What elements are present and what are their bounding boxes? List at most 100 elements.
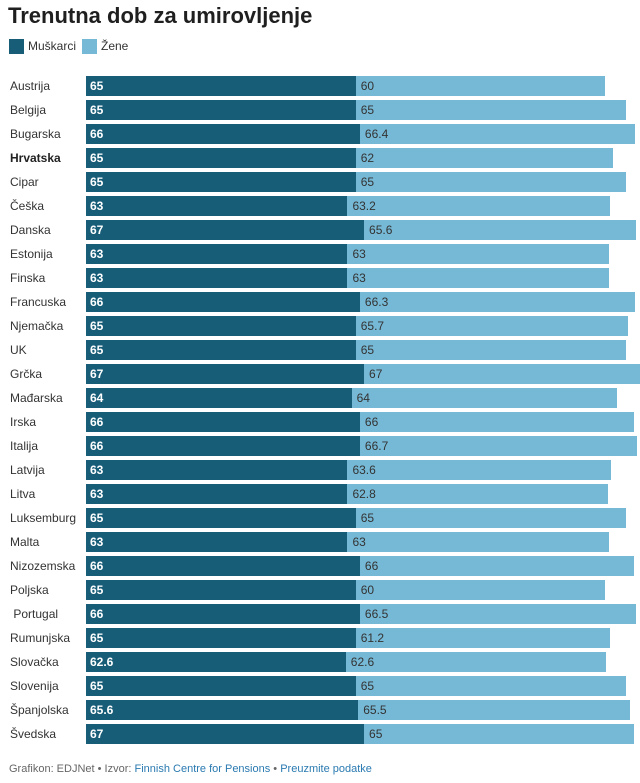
value-label-women: 65.5 — [363, 703, 387, 717]
bar-row-belgija[interactable]: Belgija 65 65 — [0, 98, 640, 122]
value-label-men: 63 — [90, 247, 104, 261]
value-label-men: 65 — [90, 103, 104, 117]
bar-women[interactable] — [364, 724, 634, 744]
bar-women[interactable] — [347, 244, 609, 264]
bar-women[interactable] — [364, 220, 637, 240]
bar-row-danska[interactable]: Danska 67 65.6 — [0, 218, 640, 242]
bar-row-slovenija[interactable]: Slovenija 65 65 — [0, 674, 640, 698]
bar-row-cipar[interactable]: Cipar 65 65 — [0, 170, 640, 194]
value-label-men: 62.6 — [90, 655, 114, 669]
bar-row-uk[interactable]: UK 65 65 — [0, 338, 640, 362]
bar-men[interactable] — [86, 364, 365, 384]
bar-men[interactable] — [86, 580, 356, 600]
bar-row-grcka[interactable]: Grčka 67 67 — [0, 362, 640, 386]
bar-row-slovacka[interactable]: Slovačka 62.6 62.6 — [0, 650, 640, 674]
bar-men[interactable] — [86, 340, 356, 360]
value-label-men: 65 — [90, 79, 104, 93]
bar-row-irska[interactable]: Irska 66 66 — [0, 410, 640, 434]
bar-row-nizozemska[interactable]: Nizozemska 66 66 — [0, 554, 640, 578]
bar-men[interactable] — [86, 436, 360, 456]
bar-women[interactable] — [347, 484, 609, 504]
bar-row-spanjolska[interactable]: Španjolska 65.6 65.5 — [0, 698, 640, 722]
bar-men[interactable] — [86, 508, 356, 528]
bar-women[interactable] — [355, 316, 629, 336]
bar-men[interactable] — [86, 268, 348, 288]
bar-women[interactable] — [355, 148, 614, 168]
bar-row-portugal[interactable]: Portugal 66 66.5 — [0, 602, 640, 626]
legend-item-men[interactable]: Muškarci — [9, 38, 76, 54]
bar-men[interactable] — [86, 388, 352, 408]
bar-men[interactable] — [86, 532, 348, 552]
bar-women[interactable] — [347, 196, 610, 216]
bar-women[interactable] — [359, 124, 636, 144]
bar-women[interactable] — [364, 364, 640, 384]
bar-women[interactable] — [355, 580, 605, 600]
bar-women[interactable] — [347, 460, 612, 480]
bar-women[interactable] — [355, 76, 605, 96]
bar-men[interactable] — [86, 100, 356, 120]
bar-row-poljska[interactable]: Poljska 65 60 — [0, 578, 640, 602]
bar-women[interactable] — [355, 628, 610, 648]
download-data-link[interactable]: Preuzmite podatke — [280, 763, 372, 775]
bar-men[interactable] — [86, 316, 356, 336]
bar-men[interactable] — [86, 628, 356, 648]
bar-women[interactable] — [358, 700, 631, 720]
bar-row-estonija[interactable]: Estonija 63 63 — [0, 242, 640, 266]
legend-swatch-women — [82, 38, 97, 54]
bar-men[interactable] — [86, 604, 360, 624]
bar-row-svedska[interactable]: Švedska 67 65 — [0, 722, 640, 746]
bar-row-francuska[interactable]: Francuska 66 66.3 — [0, 290, 640, 314]
bar-row-hrvatska[interactable]: Hrvatska 65 62 — [0, 146, 640, 170]
bar-row-italija[interactable]: Italija 66 66.7 — [0, 434, 640, 458]
value-label-men: 66 — [90, 439, 104, 453]
bar-row-rumunjska[interactable]: Rumunjska 65 61.2 — [0, 626, 640, 650]
bar-men[interactable] — [86, 676, 356, 696]
bar-women[interactable] — [359, 412, 634, 432]
bar-women[interactable] — [359, 436, 637, 456]
bar-women[interactable] — [359, 556, 634, 576]
bar-men[interactable] — [86, 124, 360, 144]
bar-row-latvija[interactable]: Latvija 63 63.6 — [0, 458, 640, 482]
bar-row-ceska[interactable]: Češka 63 63.2 — [0, 194, 640, 218]
bar-men[interactable] — [86, 460, 348, 480]
bar-row-luksemburg[interactable]: Luksemburg 65 65 — [0, 506, 640, 530]
bar-row-bugarska[interactable]: Bugarska 66 66.4 — [0, 122, 640, 146]
bar-men[interactable] — [86, 652, 346, 672]
bar-men[interactable] — [86, 292, 360, 312]
bar-men[interactable] — [86, 148, 356, 168]
bar-women[interactable] — [351, 388, 618, 408]
bar-men[interactable] — [86, 700, 359, 720]
bar-women[interactable] — [355, 340, 626, 360]
bar-row-litva[interactable]: Litva 63 62.8 — [0, 482, 640, 506]
bar-men[interactable] — [86, 196, 348, 216]
value-label-women: 65 — [360, 511, 375, 525]
bar-men[interactable] — [86, 220, 365, 240]
bar-row-njemacka[interactable]: Njemačka 65 65.7 — [0, 314, 640, 338]
bar-women[interactable] — [359, 292, 636, 312]
bar-men[interactable] — [86, 172, 356, 192]
bar-women[interactable] — [355, 508, 626, 528]
bar-men[interactable] — [86, 724, 365, 744]
bar-men[interactable] — [86, 244, 348, 264]
bar-women[interactable] — [359, 604, 636, 624]
bar-men[interactable] — [86, 484, 348, 504]
value-label-women: 66.3 — [364, 295, 389, 309]
bar-women[interactable] — [355, 100, 626, 120]
bar-row-austrija[interactable]: Austrija 65 60 — [0, 74, 640, 98]
bar-men[interactable] — [86, 412, 360, 432]
legend-item-women[interactable]: Žene — [82, 38, 128, 54]
chart-title: Trenutna dob za umirovljenje — [8, 3, 313, 28]
bar-women[interactable] — [355, 172, 626, 192]
bar-men[interactable] — [86, 556, 360, 576]
source-link[interactable]: Finnish Centre for Pensions — [134, 763, 271, 775]
bar-women[interactable] — [347, 268, 609, 288]
bar-row-madarska[interactable]: Mađarska 64 64 — [0, 386, 640, 410]
bar-women[interactable] — [345, 652, 606, 672]
bar-row-malta[interactable]: Malta 63 63 — [0, 530, 640, 554]
bar-women[interactable] — [347, 532, 609, 552]
value-label-men: 66 — [90, 295, 104, 309]
bar-row-finska[interactable]: Finska 63 63 — [0, 266, 640, 290]
country-label: Bugarska — [10, 127, 61, 141]
bar-women[interactable] — [355, 676, 626, 696]
bar-men[interactable] — [86, 76, 356, 96]
